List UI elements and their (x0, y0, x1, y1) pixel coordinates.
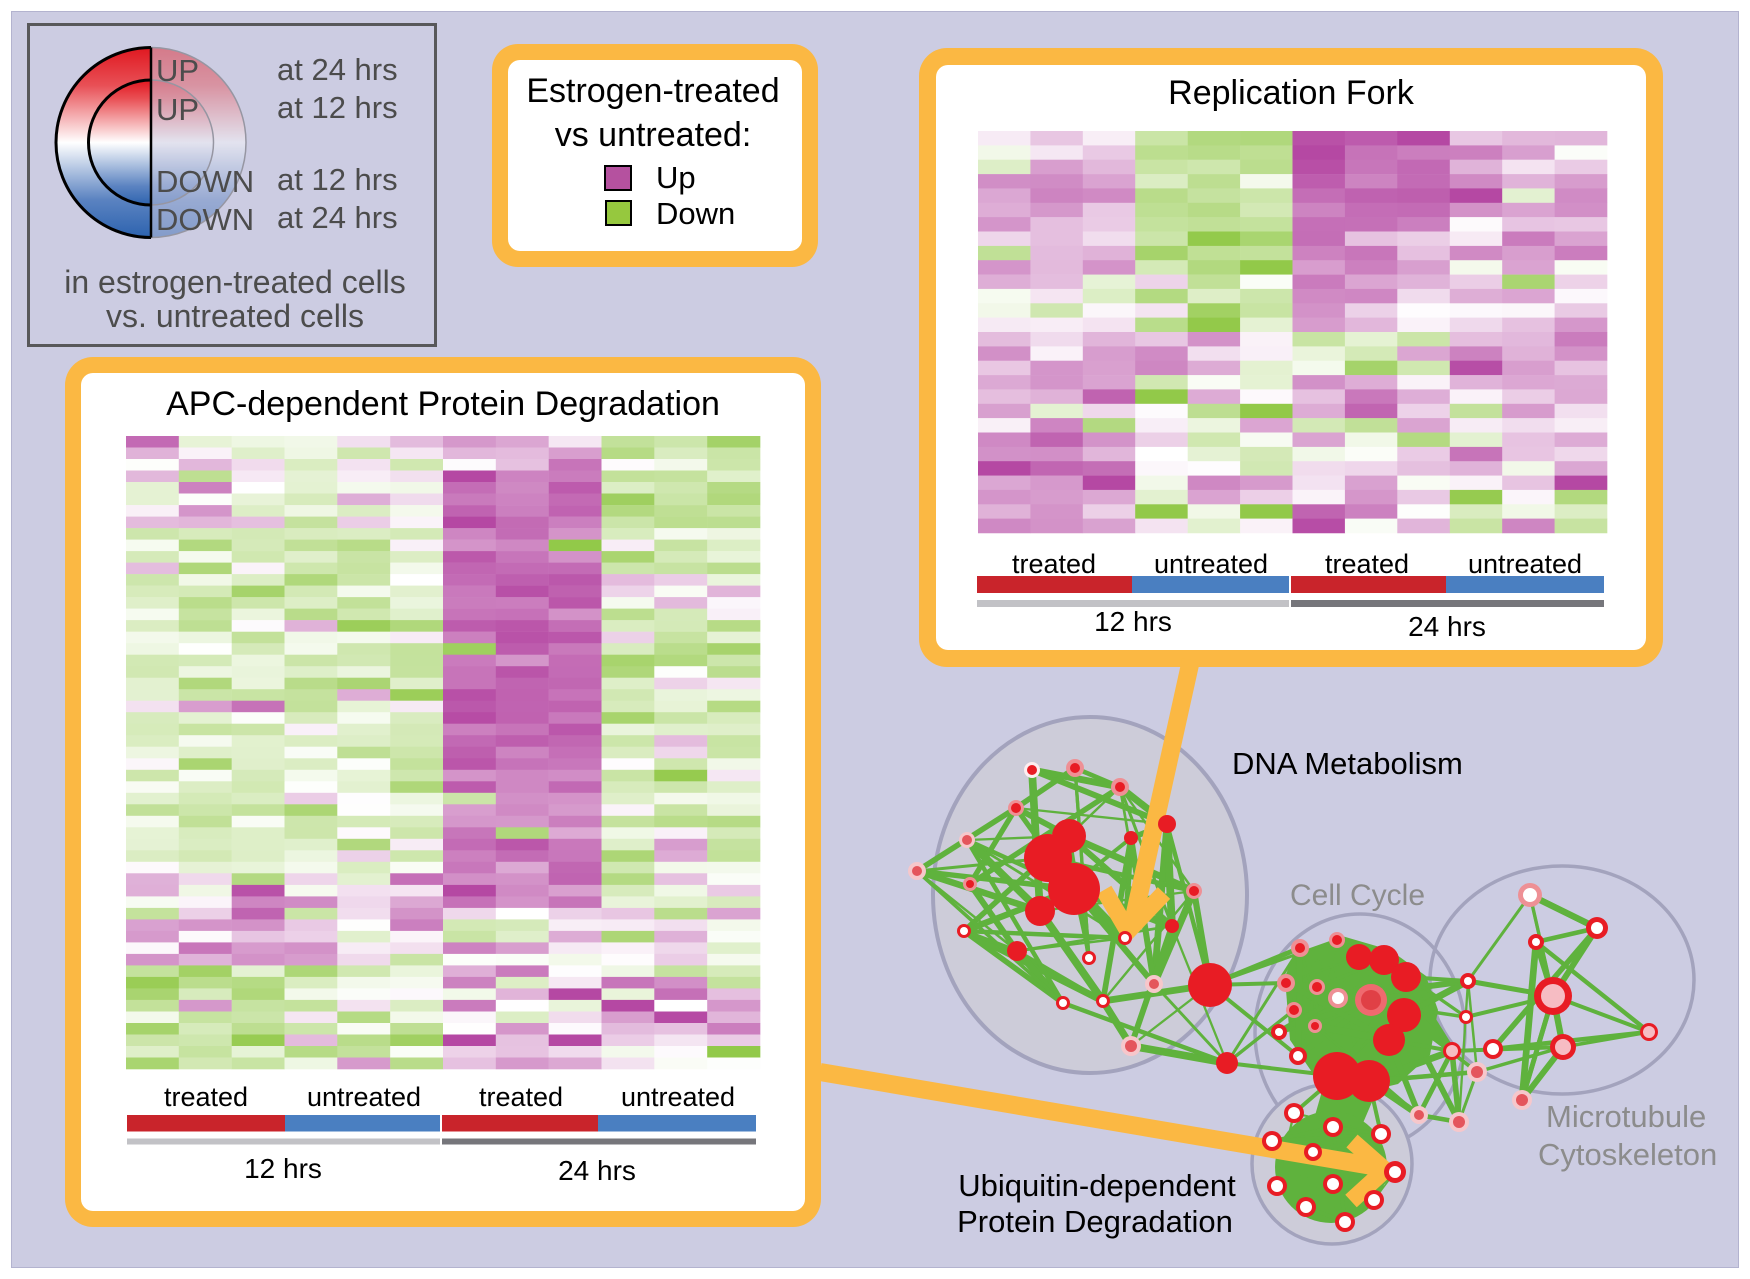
svg-text:Protein Degradation: Protein Degradation (957, 1204, 1233, 1239)
svg-text:Down: Down (656, 196, 735, 231)
svg-text:untreated: untreated (307, 1082, 421, 1112)
svg-text:Estrogen-treated: Estrogen-treated (526, 72, 779, 110)
svg-text:treated: treated (1012, 549, 1096, 579)
svg-text:treated: treated (1325, 549, 1409, 579)
svg-text:vs untreated:: vs untreated: (555, 116, 752, 154)
svg-text:untreated: untreated (621, 1082, 735, 1112)
svg-text:12 hrs: 12 hrs (244, 1153, 322, 1184)
svg-text:Replication Fork: Replication Fork (1168, 74, 1415, 112)
svg-text:24 hrs: 24 hrs (558, 1155, 636, 1186)
svg-text:untreated: untreated (1468, 549, 1582, 579)
svg-text:at 12 hrs: at 12 hrs (277, 162, 398, 197)
svg-text:DOWN: DOWN (156, 202, 254, 237)
svg-text:DNA Metabolism: DNA Metabolism (1232, 746, 1463, 781)
svg-text:UP: UP (156, 53, 199, 88)
svg-text:Up: Up (656, 160, 696, 195)
svg-text:at 12 hrs: at 12 hrs (277, 90, 398, 125)
svg-text:at 24 hrs: at 24 hrs (277, 200, 398, 235)
svg-text:24 hrs: 24 hrs (1408, 611, 1486, 642)
svg-text:Ubiquitin-dependent: Ubiquitin-dependent (958, 1168, 1236, 1203)
svg-text:Cytoskeleton: Cytoskeleton (1538, 1137, 1717, 1172)
svg-text:treated: treated (164, 1082, 248, 1112)
svg-text:Cell Cycle: Cell Cycle (1290, 879, 1425, 912)
svg-text:APC-dependent Protein Degradat: APC-dependent Protein Degradation (166, 385, 720, 423)
svg-text:untreated: untreated (1154, 549, 1268, 579)
svg-text:Microtubule: Microtubule (1546, 1099, 1706, 1134)
svg-text:vs. untreated cells: vs. untreated cells (106, 298, 364, 334)
svg-text:in estrogen-treated cells: in estrogen-treated cells (64, 264, 406, 300)
svg-text:DOWN: DOWN (156, 164, 254, 199)
svg-text:UP: UP (156, 92, 199, 127)
svg-text:treated: treated (479, 1082, 563, 1112)
svg-text:at 24 hrs: at 24 hrs (277, 52, 398, 87)
svg-text:12 hrs: 12 hrs (1094, 606, 1172, 637)
